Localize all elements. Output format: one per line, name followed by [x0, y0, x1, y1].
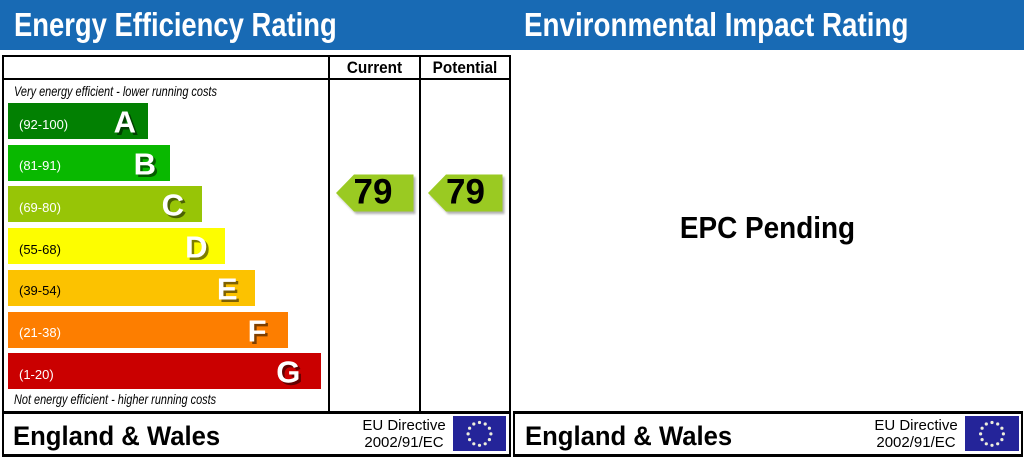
svg-text:79: 79 [354, 174, 393, 212]
svg-text:79: 79 [446, 174, 485, 212]
